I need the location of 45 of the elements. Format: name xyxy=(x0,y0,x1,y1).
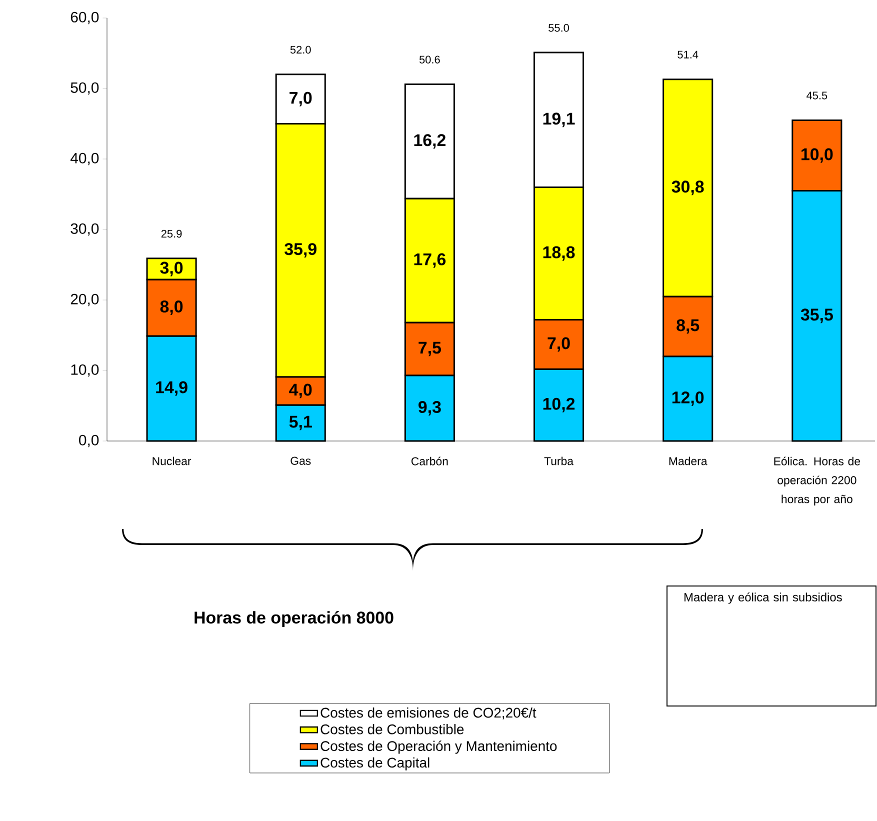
text: Horas de operación 8000 xyxy=(194,611,394,627)
data-label: 8,0 xyxy=(160,300,183,315)
total-label: 25.9 xyxy=(161,230,182,238)
y-tick-label: 0,0 xyxy=(79,434,99,448)
data-label: 35,5 xyxy=(800,308,833,324)
x-tick-label: Eólica. Horas de operación 2200 horas por año xyxy=(774,456,860,506)
data-label: 9,3 xyxy=(418,400,441,416)
x-tick-label: Turba xyxy=(544,456,574,466)
data-label: 8,5 xyxy=(676,319,700,334)
data-label: 30,8 xyxy=(672,180,704,196)
legend-label: Costes de Operación y Mantenimiento xyxy=(320,740,557,754)
x-tick-label: Madera xyxy=(669,456,708,466)
y-tick-label: 20,0 xyxy=(70,294,99,306)
data-label: 12,0 xyxy=(672,391,704,406)
data-label: 16,2 xyxy=(414,134,446,149)
x-tick-label: Carbón xyxy=(411,456,448,466)
data-label: 35,9 xyxy=(284,243,316,258)
legend-label: Costes de Combustible xyxy=(320,724,464,734)
data-label: 19,1 xyxy=(543,112,575,128)
total-label: 50.6 xyxy=(419,56,440,64)
x-tick-label: Nuclear xyxy=(152,456,192,466)
data-label: 7,0 xyxy=(290,92,312,106)
data-label: 18,8 xyxy=(543,246,575,261)
y-tick-label: 60,0 xyxy=(70,12,99,24)
y-tick-label: 30,0 xyxy=(70,223,99,236)
legend-label: Costes de Capital xyxy=(320,757,430,770)
data-label: 3,0 xyxy=(160,262,183,276)
data-label: 10,0 xyxy=(802,148,833,163)
legend-label: Costes de emisiones de CO2;20€/t xyxy=(320,707,536,720)
text: Madera y eólica sin subsidios xyxy=(684,592,842,604)
total-label: 45.5 xyxy=(806,92,828,100)
total-label: 55.0 xyxy=(548,24,569,32)
total-label: 51.4 xyxy=(678,50,698,58)
x-tick-label: Gas xyxy=(290,456,311,465)
data-label: 7,0 xyxy=(548,337,570,352)
data-label: 7,5 xyxy=(418,342,441,356)
y-tick-label: 40,0 xyxy=(70,152,99,166)
data-label: 5,1 xyxy=(289,416,312,430)
y-tick-label: 10,0 xyxy=(71,364,99,377)
data-label: 14,9 xyxy=(156,381,188,396)
data-label: 4,0 xyxy=(289,384,312,398)
data-label: 17,6 xyxy=(414,253,446,268)
total-label: 52.0 xyxy=(290,46,311,54)
data-label: 10,2 xyxy=(543,398,575,412)
y-tick-label: 50,0 xyxy=(70,82,99,95)
